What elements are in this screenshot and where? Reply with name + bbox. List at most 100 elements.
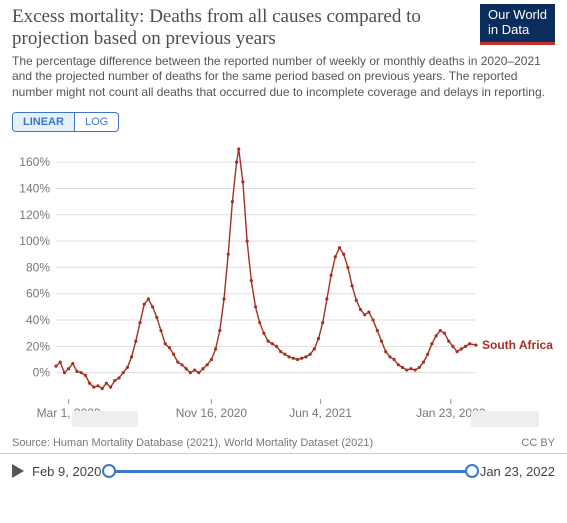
series-marker (176, 361, 179, 364)
series-marker (143, 303, 146, 306)
series-marker (430, 343, 433, 346)
series-marker (92, 386, 95, 389)
series-marker (279, 351, 282, 354)
series-marker (275, 345, 278, 348)
series-marker (342, 253, 345, 256)
series-marker (468, 343, 471, 346)
y-tick-label: 20% (26, 340, 50, 354)
series-marker (67, 368, 70, 371)
series-marker (447, 340, 450, 343)
series-marker (138, 322, 141, 325)
toggle-log[interactable]: LOG (75, 113, 118, 131)
series-line (56, 149, 476, 389)
series-marker (113, 379, 116, 382)
series-marker (210, 358, 213, 361)
series-marker (130, 356, 133, 359)
series-marker (151, 306, 154, 309)
slider-track (109, 470, 471, 473)
series-marker (325, 298, 328, 301)
series-marker (351, 285, 354, 288)
series-marker (346, 266, 349, 269)
series-marker (88, 382, 91, 385)
series-marker (439, 329, 442, 332)
series-marker (237, 148, 240, 151)
series-marker (262, 332, 265, 335)
series-marker (300, 357, 303, 360)
series-marker (63, 372, 66, 375)
series-marker (201, 368, 204, 371)
slider-handle-start[interactable] (102, 464, 116, 478)
series-marker (189, 372, 192, 375)
series-marker (222, 298, 225, 301)
series-marker (414, 369, 417, 372)
series-marker (271, 343, 274, 346)
series-marker (227, 253, 230, 256)
series-marker (296, 358, 299, 361)
series-marker (117, 377, 120, 380)
series-marker (54, 365, 57, 368)
series-marker (235, 161, 238, 164)
series-marker (84, 374, 87, 377)
time-slider[interactable] (109, 462, 471, 480)
owid-logo: Our World in Data (480, 4, 555, 45)
toggle-linear[interactable]: LINEAR (13, 113, 75, 131)
series-marker (426, 353, 429, 356)
series-marker (168, 347, 171, 350)
scale-toggle: LINEARLOG (12, 112, 119, 132)
series-marker (71, 362, 74, 365)
series-marker (134, 340, 137, 343)
series-marker (292, 357, 295, 360)
source-prefix: Source: (12, 437, 53, 449)
series-marker (283, 353, 286, 356)
series-marker (304, 356, 307, 359)
y-tick-label: 0% (33, 366, 51, 380)
series-marker (147, 298, 150, 301)
chart-title: Excess mortality: Deaths from all causes… (12, 6, 442, 50)
x-tick-label: Jan 23, 2022 (416, 406, 486, 420)
license[interactable]: CC BY (521, 437, 555, 449)
x-tick-label: Jun 4, 2021 (289, 406, 352, 420)
series-marker (109, 386, 112, 389)
series-marker (288, 356, 291, 359)
series-marker (59, 361, 62, 364)
chart-area: Mar 1, 2020 Jan 23, 2022 0%20%40%60%80%1… (12, 141, 555, 431)
series-marker (338, 247, 341, 250)
x-tick-label: Nov 16, 2020 (176, 406, 248, 420)
series-marker (418, 366, 421, 369)
series-marker (460, 348, 463, 351)
series-marker (451, 345, 454, 348)
series-marker (409, 368, 412, 371)
series-marker (313, 348, 316, 351)
series-marker (267, 340, 270, 343)
series-marker (355, 299, 358, 302)
series-marker (393, 358, 396, 361)
timeline-end-label: Jan 23, 2022 (480, 464, 555, 479)
series-marker (330, 274, 333, 277)
series-marker (206, 364, 209, 367)
series-marker (246, 240, 249, 243)
series-marker (96, 385, 99, 388)
series-marker (363, 314, 366, 317)
series-marker (474, 344, 477, 347)
slider-handle-end[interactable] (465, 464, 479, 478)
series-marker (159, 329, 162, 332)
logo-line1: Our World (488, 7, 547, 22)
series-marker (321, 322, 324, 325)
series-marker (456, 351, 459, 354)
series-marker (254, 306, 257, 309)
series-marker (241, 181, 244, 184)
source-line: Source: Human Mortality Database (2021),… (12, 437, 373, 449)
series-marker (376, 329, 379, 332)
y-tick-label: 140% (19, 182, 50, 196)
series-marker (401, 366, 404, 369)
series-label[interactable]: South Africa (482, 339, 553, 353)
series-marker (380, 340, 383, 343)
play-icon[interactable] (12, 464, 24, 478)
series-marker (126, 366, 129, 369)
series-marker (197, 372, 200, 375)
series-marker (122, 372, 125, 375)
series-marker (367, 311, 370, 314)
series-marker (422, 361, 425, 364)
source-text: Human Mortality Database (2021), World M… (53, 437, 373, 449)
series-marker (372, 319, 375, 322)
